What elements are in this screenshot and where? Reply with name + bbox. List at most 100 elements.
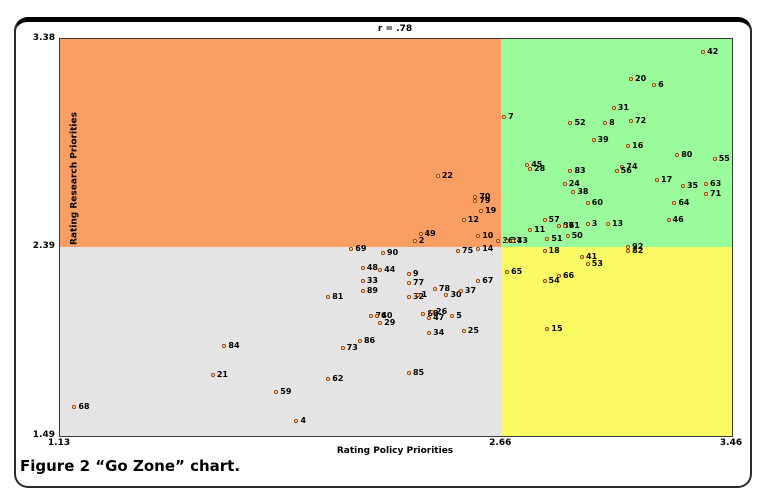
quadrant-top-right: [501, 39, 732, 247]
data-point-43: [510, 238, 515, 243]
data-point-69: [349, 247, 354, 252]
data-point-label-79: 79: [479, 195, 491, 205]
data-point-14: [476, 247, 481, 252]
data-point-42: [701, 49, 706, 54]
data-point-label-64: 64: [678, 197, 690, 207]
data-point-label-55: 55: [718, 153, 730, 163]
data-point-label-89: 89: [366, 286, 378, 296]
data-point-52: [568, 121, 573, 126]
data-point-label-78: 78: [438, 283, 451, 293]
quadrant-bottom-left: [60, 246, 502, 436]
data-point-label-75: 75: [462, 246, 474, 256]
data-point-label-40: 40: [381, 311, 393, 321]
data-point-35: [680, 184, 685, 189]
data-point-53: [585, 261, 590, 266]
data-point-18: [542, 249, 547, 254]
data-point-50: [565, 234, 570, 239]
data-point-label-19: 19: [485, 206, 497, 216]
data-point-21: [210, 373, 215, 378]
quadrant-top-left: [60, 39, 502, 247]
data-point-label-59: 59: [280, 386, 292, 396]
data-point-label-4: 4: [300, 416, 307, 426]
data-point-label-82: 82: [632, 246, 644, 256]
data-point-label-20: 20: [635, 73, 647, 83]
data-point-label-24: 24: [568, 178, 580, 188]
data-point-label-47: 47: [433, 313, 445, 323]
data-point-63: [704, 181, 709, 186]
data-point-label-62: 62: [332, 374, 344, 384]
data-point-81: [326, 295, 331, 300]
data-point-86: [357, 339, 362, 344]
data-point-label-38: 38: [577, 187, 589, 197]
data-point-label-26: 26: [436, 307, 448, 317]
data-point-label-49: 49: [424, 229, 436, 239]
plot-area: 42 20 6 31 72 8 7 52 39 16 80 55 45 28 83 74 56 24 38 17 63 3…: [59, 38, 733, 437]
data-point-62: [326, 377, 331, 382]
data-point-26: [430, 310, 435, 315]
data-point-75: [456, 249, 460, 254]
data-point-17: [655, 177, 659, 182]
data-point-45: [525, 163, 530, 168]
data-point-label-77: 77: [412, 277, 425, 287]
data-point-label-29: 29: [384, 317, 396, 327]
figure-caption: Figure 2 “Go Zone” chart.: [20, 457, 241, 475]
data-point-74: [620, 165, 625, 170]
data-point-80: [675, 152, 680, 157]
data-point-label-9: 9: [412, 269, 419, 279]
data-point-11: [528, 228, 533, 233]
data-point-77: [406, 280, 411, 285]
x-tick-3.46: 3.46: [719, 438, 743, 448]
data-point-70: [473, 194, 478, 199]
data-point-2: [412, 238, 417, 243]
data-point-65: [505, 270, 510, 275]
data-point-15: [545, 326, 550, 331]
data-point-19: [479, 209, 484, 214]
data-point-51: [545, 236, 550, 241]
quadrant-bottom-right: [501, 246, 732, 436]
data-point-12: [461, 217, 466, 222]
data-point-label-67: 67: [482, 275, 494, 285]
data-point-36: [496, 238, 501, 243]
data-point-9: [406, 272, 411, 277]
data-point-68: [72, 404, 77, 409]
data-point-label-51: 51: [551, 233, 563, 243]
data-point-40: [375, 314, 380, 319]
data-point-label-15: 15: [551, 323, 563, 333]
data-point-8: [603, 121, 608, 126]
data-point-label-60: 60: [591, 197, 603, 207]
data-point-13: [605, 221, 610, 226]
data-point-16: [626, 144, 631, 149]
data-point-label-56: 56: [620, 166, 632, 176]
data-point-56: [614, 169, 619, 174]
data-point-label-17: 17: [661, 174, 673, 184]
data-point-label-46: 46: [672, 214, 684, 224]
data-point-6: [652, 83, 657, 88]
data-point-90: [381, 251, 386, 256]
data-point-label-33: 33: [366, 275, 378, 285]
data-point-55: [712, 156, 717, 161]
data-point-label-54: 54: [548, 275, 560, 285]
data-point-38: [571, 190, 576, 195]
data-point-label-6: 6: [658, 80, 664, 90]
data-point-label-14: 14: [482, 244, 494, 254]
data-point-label-41: 41: [586, 252, 598, 262]
data-point-label-69: 69: [355, 244, 367, 254]
data-point-label-52: 52: [574, 118, 586, 128]
data-point-47: [427, 316, 432, 321]
data-point-label-81: 81: [332, 292, 344, 302]
data-point-label-63: 63: [710, 178, 722, 188]
data-point-label-57: 57: [548, 214, 560, 224]
data-point-57: [542, 217, 547, 222]
data-point-48: [360, 265, 365, 270]
data-point-label-18: 18: [548, 246, 560, 256]
data-point-label-53: 53: [591, 258, 603, 268]
data-point-label-22: 22: [441, 170, 453, 180]
x-axis-title: Rating Policy Priorities: [336, 446, 454, 456]
data-point-label-7: 7: [508, 111, 514, 121]
data-point-label-65: 65: [511, 267, 523, 277]
data-point-33: [360, 278, 365, 283]
data-point-84: [222, 343, 227, 348]
data-point-27: [505, 238, 510, 243]
data-point-label-5: 5: [456, 311, 462, 321]
data-point-49: [418, 232, 423, 237]
